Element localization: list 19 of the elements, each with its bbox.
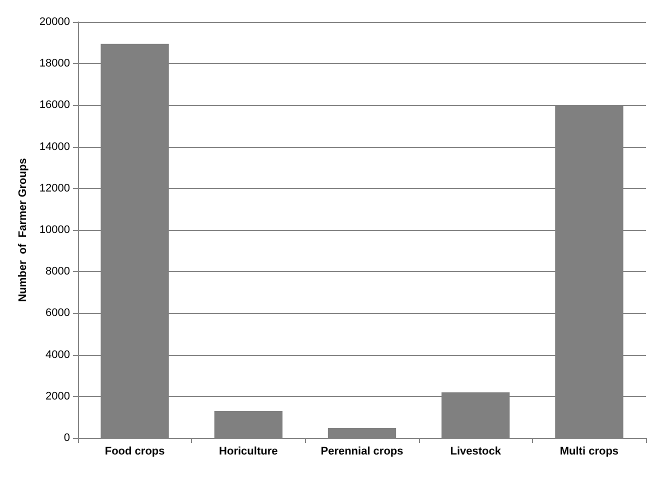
y-tick-label: 0 [64, 432, 70, 444]
bar [328, 428, 396, 438]
y-tick-label: 20000 [39, 16, 70, 28]
y-axis-title: Number of Farmer Groups [17, 158, 30, 302]
x-tick-label: Perennial crops [320, 446, 404, 458]
y-tick-label: 8000 [46, 266, 70, 278]
bar [214, 410, 282, 438]
y-tick-label: 14000 [39, 140, 70, 153]
y-tick-label: 6000 [46, 307, 70, 320]
y-tick-label: 16000 [39, 99, 70, 112]
x-tick-label: Food crops [104, 446, 165, 458]
x-tick-label: Livestock [450, 446, 502, 458]
y-tick-label: 2000 [46, 390, 70, 402]
x-tick-label: Horiculture [219, 446, 278, 458]
y-tick-label: 4000 [46, 348, 70, 361]
y-tick-label: 12000 [39, 182, 70, 194]
y-tick-label: 10000 [39, 224, 70, 236]
x-tick-label: Multi crops [560, 446, 619, 458]
y-tick-label: 18000 [39, 58, 70, 70]
